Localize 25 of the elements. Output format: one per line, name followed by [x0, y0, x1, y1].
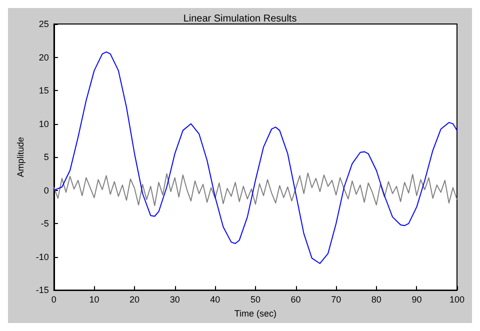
y-tick-label: -5 — [40, 218, 49, 229]
y-tick-label: -10 — [36, 252, 49, 262]
x-tick-label: 80 — [371, 294, 382, 305]
x-tick-label: 70 — [331, 294, 342, 305]
x-tick-label: 100 — [449, 294, 465, 305]
x-tick-label: 50 — [250, 294, 260, 305]
y-tick-label: 10 — [38, 118, 49, 129]
x-tick-label: 10 — [89, 294, 100, 305]
x-tick-label: 0 — [51, 294, 56, 305]
x-tick-label: 90 — [412, 294, 422, 305]
x-tick-label: 40 — [210, 294, 220, 305]
y-tick-label: -15 — [36, 285, 49, 296]
y-tick-label: 20 — [38, 52, 49, 62]
x-tick-label: 30 — [170, 294, 180, 305]
y-tick-label: 15 — [38, 86, 49, 96]
line-series — [53, 51, 458, 264]
y-axis-title: Amplitude — [16, 137, 26, 178]
x-tick-label: 60 — [290, 294, 301, 305]
line-series — [53, 172, 458, 206]
y-tick-label: 5 — [44, 152, 49, 162]
y-tick-label: 0 — [44, 185, 49, 196]
y-tick-label: 25 — [38, 19, 49, 29]
x-tick-label: 20 — [130, 294, 140, 305]
x-axis-title: Time (sec) — [234, 308, 277, 318]
chart-title: Linear Simulation Results — [183, 14, 297, 24]
